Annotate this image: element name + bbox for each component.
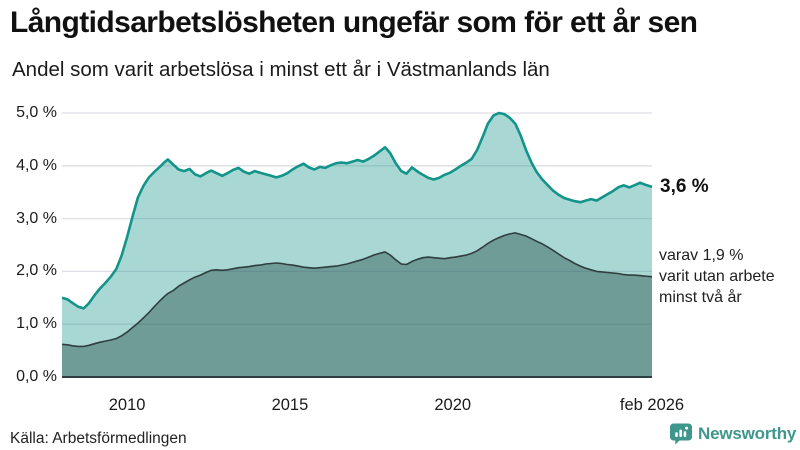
y-axis-label-30: 3,0 % <box>16 209 57 227</box>
series-area-1 <box>62 113 652 377</box>
x-axis-label-feb-2026: feb 2026 <box>619 396 685 414</box>
newsworthy-wordmark: Newsworthy <box>698 423 797 443</box>
source-note: Källa: Arbetsförmedlingen <box>10 430 187 447</box>
x-axis-label-2010: 2010 <box>108 396 146 414</box>
subset-annotation: varav 1,9 % varit utan arbete minst två … <box>659 245 775 308</box>
y-axis-label-00: 0,0 % <box>16 368 57 385</box>
series-line-2 <box>61 232 653 348</box>
chart-subtitle: Andel som varit arbetslösa i minst ett å… <box>12 58 550 81</box>
x-axis-label-2015: 2015 <box>271 396 309 414</box>
subset-annotation-line-3: minst två år <box>659 289 742 306</box>
page-title: Långtidsarbetslösheten ungefär som för e… <box>10 6 698 39</box>
series-area-2 <box>62 232 652 377</box>
latest-value-label: 3,6 % <box>660 176 709 197</box>
newsworthy-branding: Newsworthy <box>669 421 796 446</box>
y-axis-label-40: 4,0 % <box>16 156 57 174</box>
y-axis-label-20: 2,0 % <box>16 262 57 280</box>
x-axis-label-2020: 2020 <box>434 396 472 414</box>
newsworthy-logo-icon <box>669 421 693 446</box>
series-line-1 <box>61 111 653 310</box>
y-axis-label-10: 1,0 % <box>16 315 57 333</box>
subset-annotation-line-1: varav 1,9 % <box>659 247 744 264</box>
subset-annotation-line-2: varit utan arbete <box>659 268 775 285</box>
y-axis-label-50: 5,0 % <box>16 104 57 121</box>
